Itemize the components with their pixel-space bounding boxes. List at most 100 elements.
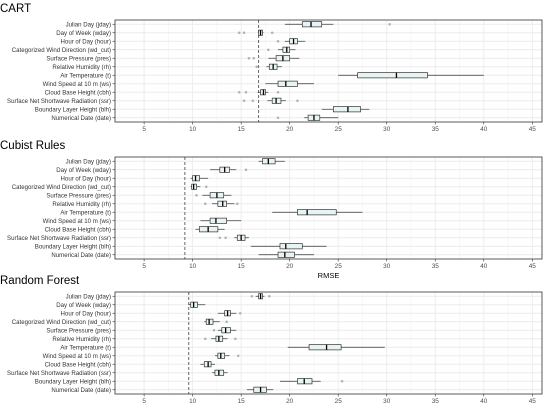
box-6 bbox=[203, 335, 237, 342]
outlier-point bbox=[203, 337, 207, 341]
box-11 bbox=[321, 106, 370, 113]
box-10 bbox=[242, 97, 299, 104]
box-12 bbox=[258, 251, 314, 258]
box-1 bbox=[250, 293, 271, 300]
outlier-point bbox=[244, 90, 248, 94]
feature-label: Julian Day (jday) bbox=[66, 293, 111, 300]
x-tick-label: 35 bbox=[432, 126, 440, 133]
box-iqr bbox=[277, 80, 298, 87]
outlier-point bbox=[225, 320, 228, 324]
feature-label: Cloud Base Height (cbh) bbox=[45, 226, 111, 233]
outlier-point bbox=[250, 294, 254, 298]
outlier-point bbox=[218, 236, 222, 240]
outlier-point bbox=[388, 22, 391, 26]
outlier-point bbox=[212, 328, 216, 332]
box-10 bbox=[218, 234, 249, 241]
x-tick-label: 15 bbox=[238, 398, 246, 405]
box-6 bbox=[255, 63, 282, 70]
box-3 bbox=[217, 310, 242, 317]
feature-label: Relative Humidity (rh) bbox=[52, 201, 111, 208]
feature-label: Wind Speed at 10 m (ws) bbox=[43, 81, 111, 88]
x-tick-label: 10 bbox=[189, 263, 197, 270]
outlier-point bbox=[242, 31, 246, 35]
panel-title: CART bbox=[0, 3, 31, 15]
x-tick-label: 15 bbox=[238, 263, 246, 270]
x-tick-label: 40 bbox=[480, 398, 488, 405]
outlier-point bbox=[204, 185, 208, 189]
plot-background bbox=[115, 292, 542, 394]
x-tick-label: 5 bbox=[142, 398, 146, 405]
x-tick-label: 15 bbox=[238, 126, 246, 133]
feature-label: Julian Day (jday) bbox=[66, 158, 111, 165]
x-tick-label: 45 bbox=[529, 398, 537, 405]
feature-label: Day of Week (wday) bbox=[56, 167, 111, 174]
feature-label: Categorized Wind Direction (wd_cut) bbox=[12, 47, 111, 54]
feature-label: Cloud Base Height (cbh) bbox=[45, 361, 111, 368]
box-1 bbox=[284, 21, 391, 28]
x-tick-label: 20 bbox=[286, 398, 294, 405]
feature-label: Numerical Date (date) bbox=[51, 115, 111, 122]
box-iqr bbox=[308, 344, 342, 351]
box-10 bbox=[212, 369, 228, 376]
feature-label: Surface Pressure (pres) bbox=[46, 327, 111, 334]
feature-label: Day of Week (wday) bbox=[56, 30, 111, 37]
outlier-point bbox=[276, 39, 280, 43]
box-8 bbox=[214, 352, 240, 359]
outlier-point bbox=[268, 294, 271, 298]
x-tick-label: 40 bbox=[480, 263, 488, 270]
x-tick-label: 40 bbox=[480, 126, 488, 133]
x-tick-label: 35 bbox=[432, 398, 440, 405]
feature-label: Surface Pressure (pres) bbox=[46, 192, 111, 199]
x-tick-label: 20 bbox=[286, 126, 294, 133]
feature-label: Boundary Layer Height (blh) bbox=[35, 243, 111, 250]
panel-border bbox=[114, 19, 543, 123]
x-tick-label: 5 bbox=[142, 263, 146, 270]
box-9 bbox=[195, 226, 225, 233]
x-tick-label: 25 bbox=[335, 263, 343, 270]
panel-title: Random Forest bbox=[0, 275, 80, 287]
feature-label: Categorized Wind Direction (wd_cut) bbox=[12, 319, 111, 326]
box-9 bbox=[237, 89, 280, 96]
feature-label: Hour of Day (hour) bbox=[61, 175, 111, 182]
box-5 bbox=[195, 192, 232, 199]
box-12 bbox=[276, 114, 339, 121]
box-iqr bbox=[301, 21, 323, 28]
x-tick-label: 25 bbox=[335, 398, 343, 405]
outlier-point bbox=[267, 48, 270, 52]
box-iqr bbox=[277, 251, 295, 258]
feature-label: Cloud Base Height (cbh) bbox=[45, 89, 111, 96]
feature-label: Categorized Wind Direction (wd_cut) bbox=[12, 184, 111, 191]
outlier-point bbox=[255, 65, 258, 69]
box-2 bbox=[188, 301, 206, 308]
outlier-point bbox=[203, 202, 207, 206]
box-2 bbox=[210, 166, 248, 173]
box-11 bbox=[250, 243, 327, 250]
x-tick-label: 45 bbox=[529, 126, 537, 133]
box-3 bbox=[276, 38, 306, 45]
outlier-point bbox=[237, 31, 241, 35]
outlier-point bbox=[270, 31, 274, 35]
outlier-point bbox=[238, 311, 242, 315]
feature-label: Boundary Layer Height (blh) bbox=[35, 378, 111, 385]
feature-label: Julian Day (jday) bbox=[66, 21, 111, 28]
x-tick-label: 5 bbox=[142, 126, 146, 133]
outlier-point bbox=[236, 354, 240, 358]
feature-label: Numerical Date (date) bbox=[51, 387, 111, 394]
x-axis-title: RMSE bbox=[318, 271, 340, 280]
x-tick-label: 10 bbox=[189, 398, 197, 405]
outlier-point bbox=[247, 56, 251, 60]
feature-label: Surface Net Shortwave Radiation (ssr) bbox=[7, 98, 111, 105]
feature-label: Relative Humidity (rh) bbox=[52, 64, 111, 71]
box-1 bbox=[258, 158, 285, 165]
outlier-point bbox=[296, 99, 299, 103]
feature-label: Hour of Day (hour) bbox=[61, 38, 111, 45]
feature-label: Hour of Day (hour) bbox=[61, 310, 111, 317]
plot-background bbox=[115, 20, 542, 122]
box-iqr bbox=[209, 217, 227, 224]
box-12 bbox=[246, 386, 274, 393]
x-tick-label: 25 bbox=[335, 126, 343, 133]
x-tick-label: 35 bbox=[432, 263, 440, 270]
